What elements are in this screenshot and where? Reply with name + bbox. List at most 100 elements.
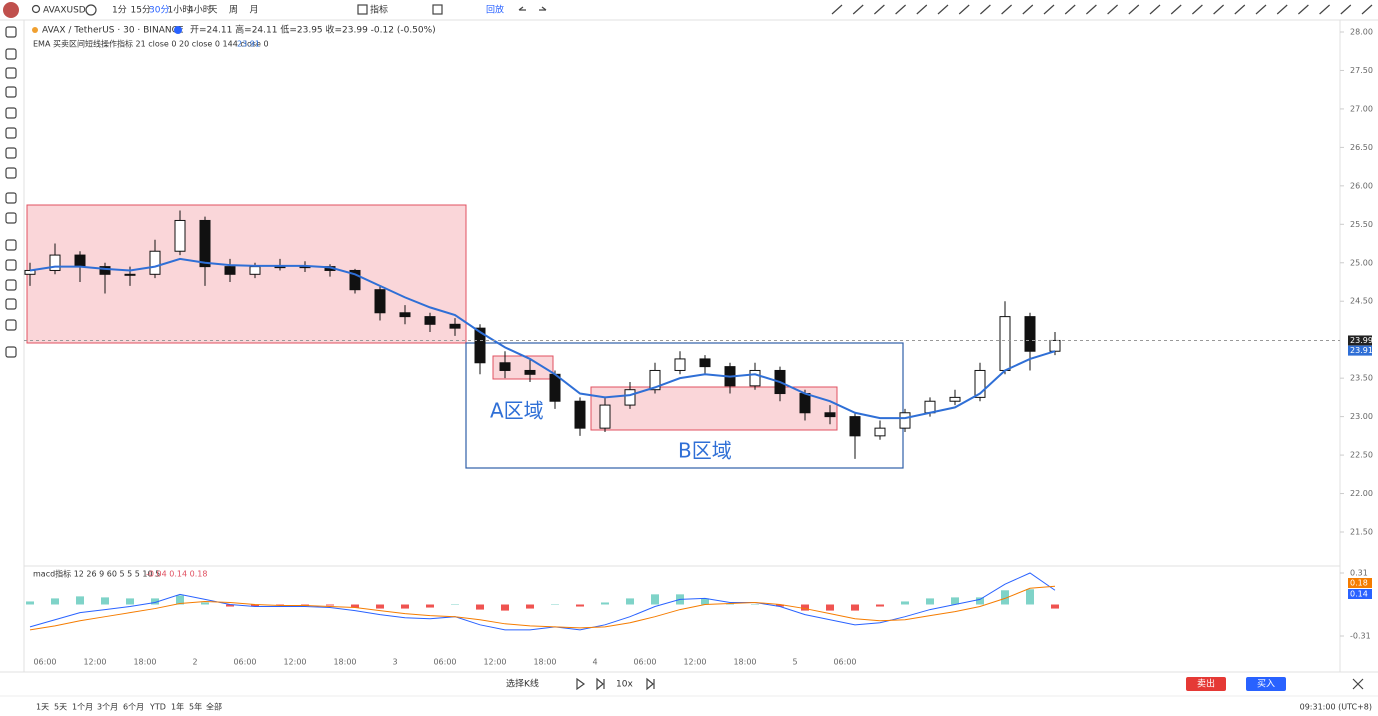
tool-icon[interactable] — [1191, 4, 1203, 15]
sidebar-icon[interactable] — [5, 192, 17, 204]
sidebar-icon[interactable] — [5, 259, 17, 271]
sidebar-icon[interactable] — [5, 107, 17, 119]
tool-icon[interactable] — [1001, 4, 1013, 15]
y-tick-label: 24.50 — [1350, 297, 1373, 306]
tool-icon[interactable] — [1255, 4, 1267, 15]
close-icon[interactable] — [1352, 678, 1364, 690]
tool-icon[interactable] — [1022, 4, 1034, 15]
range-button[interactable]: 1天 — [36, 703, 49, 712]
candle-body — [24, 269, 36, 275]
candle-body — [999, 316, 1011, 371]
interval[interactable]: 1小时 — [168, 4, 192, 16]
interval[interactable]: 30分 — [149, 5, 169, 16]
macd-hist — [51, 598, 59, 605]
sidebar-icon[interactable] — [5, 319, 17, 331]
tool-icon[interactable] — [1128, 4, 1140, 15]
price-badge-label: 23.99 — [1350, 336, 1373, 345]
tool-icon[interactable] — [979, 4, 991, 15]
tool-icon[interactable] — [1361, 4, 1373, 15]
macd-badge — [1348, 578, 1372, 588]
range-button[interactable]: 全部 — [206, 702, 222, 712]
range-button[interactable]: 1年 — [171, 702, 184, 712]
macd-hist — [276, 604, 284, 606]
range-button[interactable]: 1个月 — [72, 703, 93, 712]
macd-hist — [851, 604, 859, 611]
tool-icon[interactable] — [852, 4, 864, 15]
search-icon[interactable] — [31, 4, 41, 14]
interval[interactable]: 天 — [209, 6, 218, 16]
macd-readout: -0.04 0.14 0.18 — [146, 570, 207, 579]
tool-icon[interactable] — [937, 4, 949, 15]
sidebar-icon[interactable] — [5, 26, 17, 38]
tool-icon[interactable] — [1213, 4, 1225, 15]
candle-body — [74, 254, 86, 268]
sidebar-icon[interactable] — [5, 127, 17, 139]
replay-speed[interactable]: 10x — [616, 680, 633, 690]
sidebar-icon[interactable] — [5, 147, 17, 159]
indicators-icon[interactable] — [357, 4, 368, 15]
replay[interactable]: 回放 — [486, 4, 504, 16]
sidebar-icon[interactable] — [5, 239, 17, 251]
undo-redo[interactable] — [518, 6, 547, 11]
tool-icon[interactable] — [1064, 4, 1076, 15]
tool-icon[interactable] — [1107, 4, 1119, 15]
interval[interactable]: 月 — [250, 5, 259, 16]
tool-icon[interactable] — [1043, 4, 1055, 15]
macd-hist — [351, 604, 359, 608]
range-button[interactable]: 3个月 — [97, 703, 118, 712]
symbol[interactable]: AVAXUSD — [43, 6, 86, 16]
replay-step[interactable] — [646, 677, 655, 691]
legend-pair: AVAX / TetherUS · 30 · BINANCE — [42, 26, 184, 36]
sidebar-icon[interactable] — [5, 48, 17, 60]
sidebar-icon[interactable] — [5, 86, 17, 98]
zone-box[interactable] — [26, 204, 467, 344]
tool-icon[interactable] — [1297, 4, 1309, 15]
buy-button[interactable] — [1246, 677, 1286, 691]
candle-body — [699, 358, 711, 368]
sidebar-icon[interactable] — [5, 167, 17, 179]
tool-icon[interactable] — [958, 4, 970, 15]
candle-body — [449, 323, 461, 329]
logo[interactable] — [3, 2, 19, 18]
tool-icon[interactable] — [831, 4, 843, 15]
indicators[interactable]: 指标 — [370, 4, 388, 16]
layout-icon[interactable] — [432, 4, 443, 15]
range-button[interactable]: YTD — [149, 703, 166, 712]
tool-icon[interactable] — [1170, 4, 1182, 15]
range-button[interactable]: 5年 — [189, 702, 202, 712]
sell-label[interactable]: 卖出 — [1197, 678, 1215, 690]
interval[interactable]: 1分 — [112, 5, 127, 16]
macd-hist — [76, 596, 84, 605]
tool-icon[interactable] — [1340, 4, 1352, 15]
sidebar-icon[interactable] — [5, 346, 17, 358]
tool-icon[interactable] — [1149, 4, 1161, 15]
y-tick-label: 25.00 — [1350, 258, 1373, 267]
tool-icon[interactable] — [916, 4, 928, 15]
sell-button[interactable] — [1186, 677, 1226, 691]
candle-body — [599, 404, 611, 429]
replay-select[interactable]: 选择K线 — [506, 678, 539, 690]
zone-box[interactable] — [465, 342, 904, 469]
tool-icon[interactable] — [873, 4, 885, 15]
macd-hist — [176, 595, 184, 605]
tool-icon[interactable] — [1085, 4, 1097, 15]
add-icon[interactable] — [85, 4, 97, 16]
tool-icon[interactable] — [1234, 4, 1246, 15]
replay-controls[interactable] — [576, 677, 605, 691]
candle-body — [974, 369, 986, 398]
sidebar-icon[interactable] — [5, 279, 17, 291]
tool-icon[interactable] — [1276, 4, 1288, 15]
buy-label[interactable]: 买入 — [1257, 679, 1275, 690]
interval[interactable]: 周 — [229, 5, 238, 16]
range-button[interactable]: 5天 — [54, 703, 67, 712]
tool-icon[interactable] — [1319, 4, 1331, 15]
ema-line — [29, 257, 1056, 420]
tool-icon[interactable] — [895, 4, 907, 15]
sidebar-icon[interactable] — [5, 67, 17, 79]
range-button[interactable]: 6个月 — [123, 703, 144, 712]
symbol-dot — [32, 27, 38, 33]
interval[interactable]: 4小时 — [188, 4, 212, 16]
sidebar-icon[interactable] — [5, 212, 17, 224]
sidebar-icon[interactable] — [5, 298, 17, 310]
interval[interactable]: 15分 — [131, 5, 151, 16]
